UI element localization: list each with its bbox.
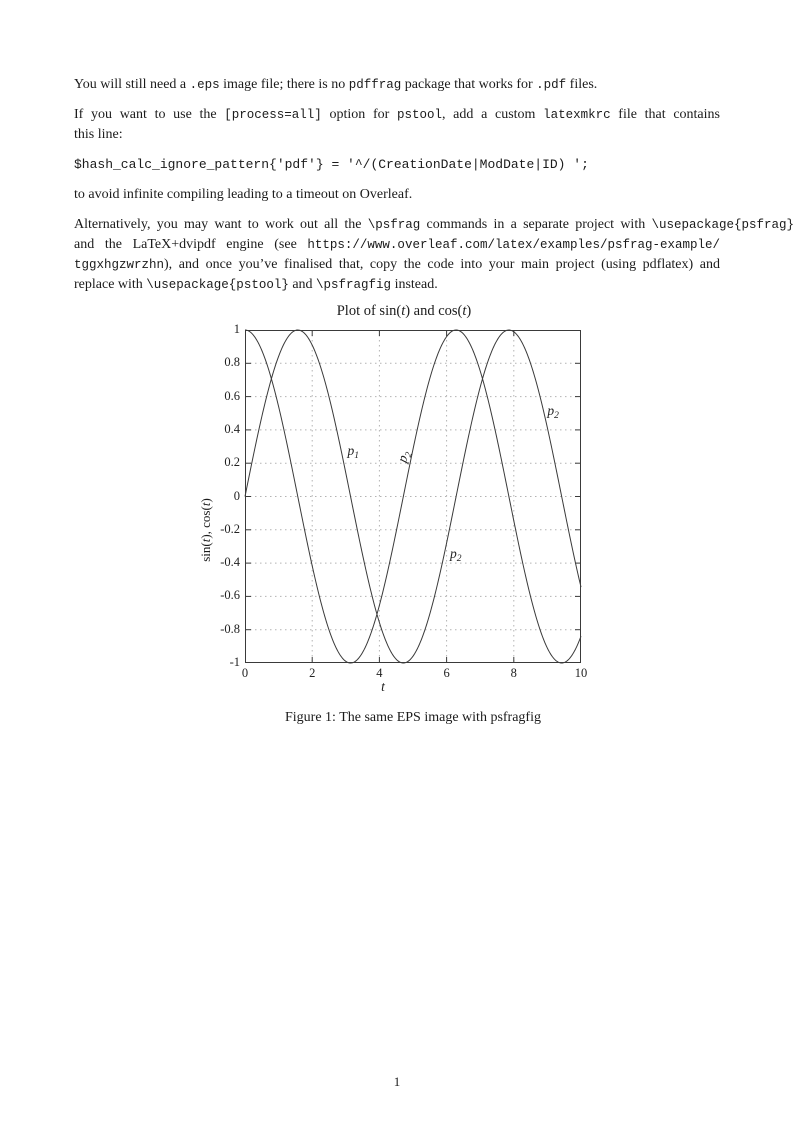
text-segment: option for (321, 107, 397, 122)
chart-title-segment: ) (466, 303, 472, 319)
chart-title-segment: ) and cos( (405, 303, 463, 319)
curve-annotation-p2: p2 (449, 546, 462, 564)
text-line: Alternatively, you may want to work out … (74, 215, 794, 235)
text-segment: file that contains (610, 107, 720, 122)
chart-title: Plot of sin(t) and cos(t) (236, 303, 572, 320)
code-inline: latexmkrc (543, 108, 611, 122)
y-tick-label: -0.2 (220, 521, 240, 536)
text-line: this line: (74, 125, 720, 145)
text-segment: , add a custom (442, 107, 544, 122)
chart-title-segment: t (462, 303, 467, 319)
paragraph-alternatively: Alternatively, you may want to work out … (74, 215, 794, 295)
curve-annotation-p2: p2 (394, 448, 415, 466)
code-inline: \psfragfig (316, 278, 392, 292)
text-segment: ), and once you’ve finalised that, copy … (164, 257, 720, 272)
text-segment: to avoid infinite compiling leading to a… (74, 187, 413, 202)
paragraph-process-all: If you want to use the [process=all] opt… (74, 105, 720, 145)
y-tick-label: -0.6 (220, 588, 240, 603)
text-segment: commands in a separate project with (420, 217, 652, 232)
y-tick-label: 0 (233, 488, 240, 503)
y-tick-label: -1 (229, 655, 240, 669)
x-tick-label: 0 (241, 666, 249, 680)
y-tick-label: 0.2 (224, 455, 240, 470)
chart-title-segment: t (401, 303, 406, 319)
y-tick-label: 0.4 (224, 421, 240, 436)
curve-cos(t) (244, 329, 582, 664)
text-segment: replace with (74, 277, 147, 292)
y-tick-label: -0.4 (220, 555, 240, 570)
overleaf-url-text[interactable]: https://www.overleaf.com/latex/examples/… (307, 238, 720, 252)
code-inline: \usepackage{pstool} (146, 278, 289, 292)
text-segment: files. (566, 77, 598, 92)
text-line: to avoid infinite compiling leading to a… (74, 187, 412, 202)
x-tick-label: 2 (309, 666, 316, 680)
text-line: and the LaTeX+dvipdf engine (see https:/… (74, 235, 720, 255)
y-tick-label: -0.8 (220, 621, 240, 636)
curve-annotation-p1: p1 (347, 443, 360, 461)
overleaf-url-text[interactable]: tggxhgzwrzhn (74, 258, 165, 272)
y-tick-label: 0.6 (224, 388, 240, 403)
code-inline: \usepackage{psfrag} (651, 218, 794, 232)
y-axis-label-segment: t (198, 538, 213, 543)
figure-caption: Figure 1: The same EPS image with psfrag… (285, 710, 541, 725)
code-inline: .pdf (536, 78, 567, 92)
x-tick-label: 6 (443, 666, 450, 680)
text-segment: image file; there is no (219, 77, 349, 92)
y-tick-label: 1 (233, 322, 240, 336)
x-axis-label: t (381, 679, 385, 694)
code-inline: pstool (396, 108, 442, 122)
chart-title-segment: Plot of sin( (336, 303, 402, 319)
text-segment: this line: (74, 127, 123, 142)
paragraph-eps-note: You will still need a .eps image file; t… (74, 75, 720, 95)
text-segment: and the LaTeX+dvipdf engine (see (74, 237, 308, 252)
x-tick-label: 10 (574, 666, 588, 680)
code-inline: pdffrag (348, 78, 402, 92)
y-tick-label: 0.8 (224, 355, 240, 370)
x-tick-label: 4 (376, 666, 383, 680)
text-segment: If you want to use the (74, 107, 225, 122)
text-block: You will still need a .eps image file; t… (74, 75, 794, 305)
text-line: If you want to use the [process=all] opt… (74, 105, 720, 125)
text-segment: instead. (391, 277, 438, 292)
text-line: tggxhgzwrzhn), and once you’ve finalised… (74, 255, 720, 275)
curve-sin(t) (244, 329, 582, 664)
text-line: You will still need a .eps image file; t… (74, 77, 597, 92)
page-number: 1 (393, 1074, 401, 1089)
text-segment: Alternatively, you may want to work out … (74, 217, 368, 232)
text-segment: and (288, 277, 317, 292)
text-segment: package that works for (401, 77, 537, 92)
code-inline: .eps (189, 78, 220, 92)
text-line: replace with \usepackage{pstool} and \ps… (74, 275, 720, 295)
text-segment: You will still need a (74, 77, 190, 92)
paragraph-avoid-timeout: to avoid infinite compiling leading to a… (74, 185, 720, 205)
code-inline: \psfrag (367, 218, 421, 232)
x-tick-label: 8 (510, 666, 517, 680)
code-text: $hash_calc_ignore_pattern{'pdf'} = '^/(C… (74, 157, 589, 172)
plot-canvas: p1 p2 p2 p2 (244, 329, 582, 664)
code-block-latexmkrc: $hash_calc_ignore_pattern{'pdf'} = '^/(C… (74, 155, 720, 175)
code-inline: [process=all] (224, 108, 322, 122)
curve-annotation-p2: p2 (546, 403, 559, 421)
